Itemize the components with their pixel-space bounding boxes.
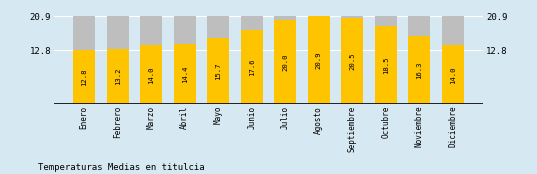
Text: 14.0: 14.0 (450, 66, 456, 84)
Bar (274, 16, 296, 104)
Bar (174, 44, 195, 104)
Bar (375, 26, 397, 104)
Bar (342, 16, 363, 104)
Bar (207, 38, 229, 104)
Bar (174, 16, 195, 104)
Bar (107, 16, 128, 104)
Bar (140, 45, 162, 104)
Text: 20.5: 20.5 (349, 52, 355, 70)
Bar (274, 20, 296, 104)
Text: 16.3: 16.3 (416, 61, 423, 79)
Text: 14.0: 14.0 (148, 66, 154, 84)
Text: 18.5: 18.5 (383, 57, 389, 74)
Bar (308, 16, 330, 104)
Bar (375, 16, 397, 104)
Bar (73, 50, 95, 104)
Text: 14.4: 14.4 (182, 65, 188, 83)
Bar (308, 16, 330, 104)
Text: 12.8: 12.8 (81, 69, 87, 86)
Text: 20.9: 20.9 (316, 52, 322, 69)
Bar (207, 16, 229, 104)
Bar (241, 16, 263, 104)
Text: Temperaturas Medias en titulcia: Temperaturas Medias en titulcia (38, 163, 204, 172)
Bar (409, 35, 430, 104)
Bar (442, 45, 464, 104)
Text: 17.6: 17.6 (249, 58, 255, 76)
Bar (73, 16, 95, 104)
Bar (342, 18, 363, 104)
Bar (241, 30, 263, 104)
Text: 13.2: 13.2 (114, 68, 121, 85)
Bar (442, 16, 464, 104)
Bar (409, 16, 430, 104)
Text: 15.7: 15.7 (215, 62, 221, 80)
Bar (107, 49, 128, 104)
Text: 20.0: 20.0 (282, 53, 288, 71)
Bar (140, 16, 162, 104)
